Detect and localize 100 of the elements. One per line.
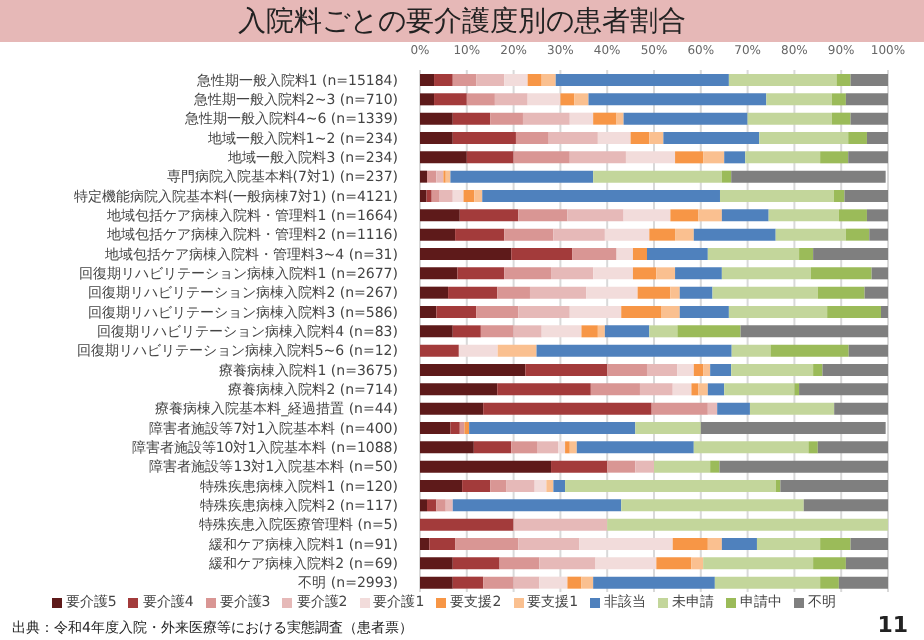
bar [623,209,671,222]
bar [850,112,888,125]
bar [474,190,483,202]
bar [420,460,552,473]
bar [834,402,888,415]
bar [597,325,605,338]
bar [518,538,580,550]
bar [749,402,835,415]
bar [721,538,757,550]
bar [420,557,453,570]
bar [810,267,872,280]
bar [745,151,821,164]
bar [455,538,519,550]
bar [494,93,528,106]
bar [511,248,573,260]
bar [632,267,657,280]
bar [539,557,596,570]
bar [607,460,636,473]
bar [635,460,654,473]
bar [581,325,598,338]
bar [740,325,888,338]
bar [848,151,888,164]
bar [420,190,427,202]
bar [693,441,809,454]
bar [820,538,851,550]
bar [712,286,818,299]
bar [463,190,475,202]
bar [452,576,484,589]
bar [632,248,647,260]
bar [675,228,694,241]
bar [604,228,650,241]
bar [551,267,594,280]
bar [724,151,746,164]
bar [672,538,708,550]
bar [719,190,834,202]
bar [675,151,704,164]
bar [513,325,542,338]
bar [452,557,500,570]
bar [831,93,846,106]
bar [833,190,845,202]
bar [693,228,776,241]
bar [553,480,566,492]
bar [707,248,800,260]
bar [593,267,633,280]
bar [724,383,795,396]
bar [450,422,460,434]
bar [604,325,650,338]
bar [569,441,577,454]
bar [625,151,676,164]
bar [616,248,633,260]
bar [656,267,676,280]
bar [527,93,561,106]
bar [703,364,711,376]
bar [813,557,846,570]
bar [558,441,566,454]
bar [439,190,453,202]
bar [448,286,498,299]
bar [670,286,680,299]
bar [770,344,849,357]
bar [527,74,542,86]
bar [504,228,554,241]
bar [420,383,498,396]
bar [646,248,708,260]
bar [703,557,814,570]
bar [476,74,505,86]
bar [420,248,512,260]
bar [621,306,662,318]
bar [780,480,888,492]
bar [719,460,888,473]
bar [420,132,453,144]
bar [731,344,771,357]
bar [452,74,477,86]
bar [768,209,839,222]
bar [677,325,741,338]
bar [621,499,804,512]
bar [420,518,514,531]
bar [497,344,537,357]
bar [436,499,446,512]
bar [820,151,849,164]
bar [536,344,732,357]
bar [649,325,678,338]
bar [420,325,453,338]
bar [464,422,470,434]
bar [483,576,514,589]
bar [436,170,444,183]
bar [420,267,458,280]
bar [420,480,463,492]
bar [497,383,591,396]
bar [420,170,428,183]
bar [616,112,624,125]
bar [420,74,435,86]
bar [663,132,760,144]
bar [820,576,839,589]
bar [817,441,888,454]
bar [420,209,460,222]
bar [831,112,851,125]
bar [420,344,459,357]
bar [462,480,491,492]
text: 11 [877,612,908,638]
bar [420,364,526,376]
